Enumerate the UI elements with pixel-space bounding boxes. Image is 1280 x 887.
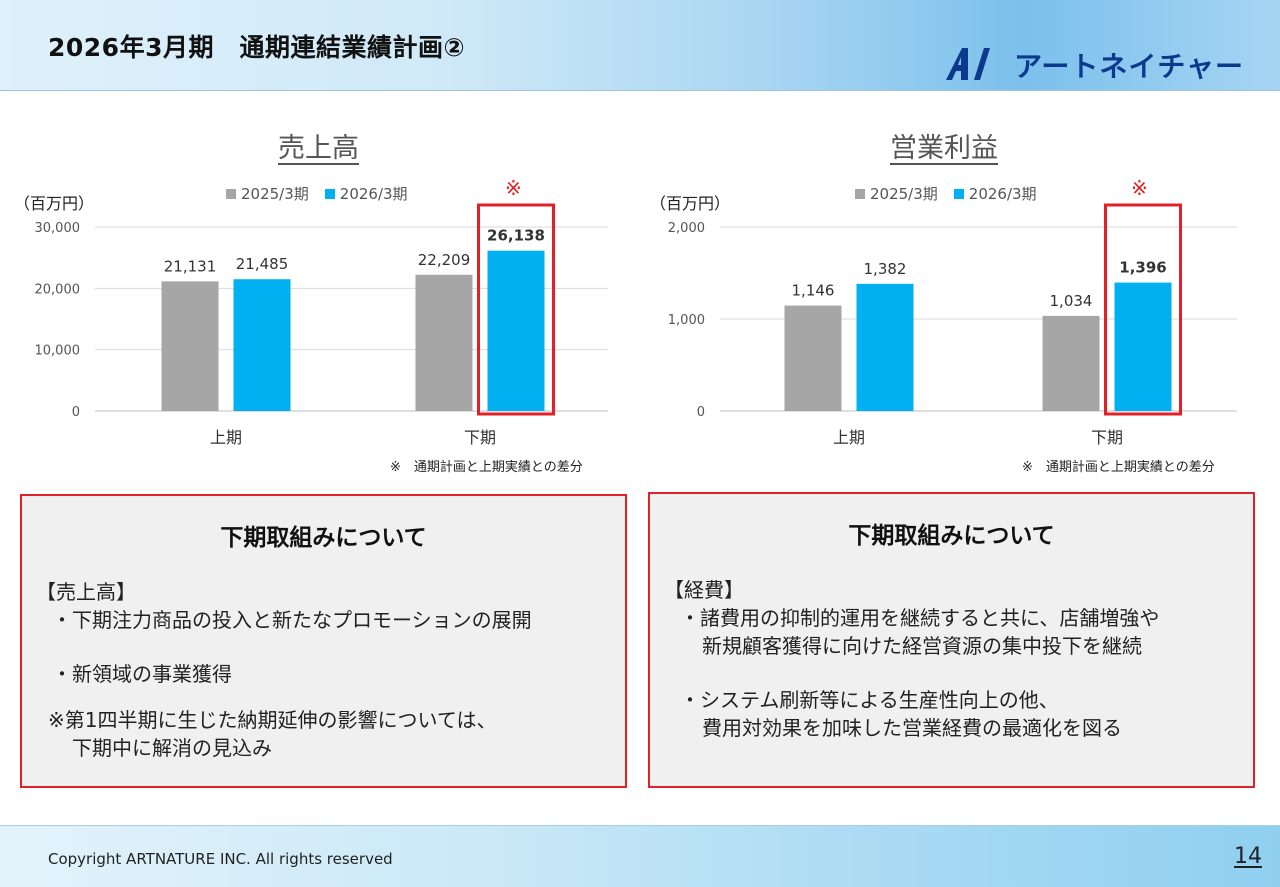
- profit-chart: 0 1,000 2,000 1,146 1,382 上期 1,034 1,396 下期: [668, 203, 1237, 447]
- header-bar: 2026年3月期 通期連結業績計画② アートネイチャー: [0, 0, 1280, 91]
- profit-footnote: ※ 通期計画と上期実績との差分: [1022, 460, 1215, 475]
- data-label: 21,131: [164, 257, 217, 275]
- list-item: ・諸費用の抑制的運用を継続すると共に、店舗増強や: [680, 606, 1160, 630]
- artnature-logo: アートネイチャー: [946, 48, 1244, 83]
- category-label: 下期: [464, 428, 496, 447]
- y-tick-label: 2,000: [668, 221, 705, 236]
- sales-highlight-mark: ※: [505, 176, 522, 200]
- legend-item-prev: 2025/3期: [226, 183, 309, 204]
- box-note-line2: 下期中に解消の見込み: [72, 736, 272, 760]
- sales-footnote: ※ 通期計画と上期実績との差分: [390, 460, 583, 475]
- logo-slash-icon: [974, 48, 990, 80]
- legend-swatch-icon: [324, 188, 335, 199]
- page-number: 14: [1234, 844, 1262, 869]
- list-item-continuation: 費用対効果を加味した営業経費の最適化を図る: [702, 716, 1122, 740]
- legend-label: 2026/3期: [339, 185, 408, 203]
- list-item: ・システム刷新等による生産性向上の他、: [680, 688, 1059, 712]
- sales-legend: 2025/3期 2026/3期: [226, 183, 408, 204]
- sales-initiatives-box: 下期取組みについて 【売上高】 ・下期注力商品の投入と新たなプロモーションの展開…: [20, 494, 627, 788]
- bar: [1042, 315, 1100, 411]
- profit-highlight-mark: ※: [1131, 176, 1148, 200]
- highlight-box: [1104, 203, 1182, 416]
- category-label: 上期: [210, 428, 242, 447]
- logo-text: アートネイチャー: [1014, 50, 1244, 83]
- box-heading: 【経費】: [664, 578, 744, 602]
- y-tick-label: 1,000: [668, 313, 705, 328]
- y-tick-label: 30,000: [35, 221, 81, 236]
- footer-bar: Copyright ARTNATURE INC. All rights rese…: [0, 825, 1280, 887]
- category-label: 下期: [1091, 428, 1123, 447]
- data-label: 1,034: [1050, 292, 1093, 310]
- box-title: 下期取組みについて: [848, 523, 1055, 549]
- data-label: 1,382: [864, 260, 907, 278]
- category-label: 上期: [833, 428, 865, 447]
- box-title: 下期取組みについて: [220, 525, 427, 551]
- y-tick-label: 0: [697, 405, 705, 420]
- legend-label: 2026/3期: [968, 185, 1037, 203]
- bar: [487, 250, 545, 411]
- legend-swatch-icon: [226, 188, 236, 199]
- bar: [784, 305, 842, 411]
- legend-label: 2025/3期: [241, 185, 309, 203]
- legend-item-curr: 2026/3期: [324, 183, 408, 204]
- sales-chart-title: 売上高: [278, 133, 359, 164]
- data-label: 21,485: [236, 255, 289, 273]
- profit-chart-title: 営業利益: [890, 133, 998, 164]
- sales-unit-label: （百万円）: [14, 194, 95, 213]
- legend-item-prev: 2025/3期: [855, 183, 938, 204]
- sales-chart: 0 10,000 20,000 30,000 21,131 21,485 上期 22,209 2…: [35, 203, 608, 447]
- highlight-box: [477, 203, 555, 416]
- legend-label: 2025/3期: [870, 185, 938, 203]
- page-title: 2026年3月期 通期連結業績計画②: [48, 33, 466, 62]
- logo-mark-icon: [946, 48, 968, 80]
- profit-unit-label: （百万円）: [650, 194, 731, 213]
- expense-initiatives-box: 下期取組みについて 【経費】 ・諸費用の抑制的運用を継続すると共に、店舗増強や …: [648, 492, 1255, 788]
- list-item: ・新領域の事業獲得: [52, 662, 232, 686]
- bar: [233, 279, 291, 411]
- legend-swatch-icon: [953, 188, 964, 199]
- data-label: 1,396: [1119, 259, 1166, 277]
- data-label: 22,209: [418, 251, 471, 269]
- bar: [1114, 282, 1172, 411]
- data-label: 1,146: [792, 282, 835, 300]
- legend-swatch-icon: [855, 188, 865, 199]
- box-note-line1: ※第1四半期に生じた納期延伸の影響については、: [48, 708, 497, 732]
- bar: [161, 281, 219, 411]
- profit-legend: 2025/3期 2026/3期: [855, 183, 1037, 204]
- list-item: ・下期注力商品の投入と新たなプロモーションの展開: [52, 608, 532, 632]
- bar: [856, 283, 914, 411]
- box-heading: 【売上高】: [36, 580, 136, 604]
- y-tick-label: 10,000: [35, 344, 81, 359]
- legend-item-curr: 2026/3期: [953, 183, 1037, 204]
- bar: [415, 274, 473, 411]
- y-tick-label: 0: [72, 405, 80, 420]
- data-label: 26,138: [487, 227, 545, 245]
- copyright-text: Copyright ARTNATURE INC. All rights rese…: [48, 850, 393, 868]
- y-tick-label: 20,000: [35, 282, 81, 297]
- list-item-continuation: 新規顧客獲得に向けた経営資源の集中投下を継続: [702, 634, 1142, 658]
